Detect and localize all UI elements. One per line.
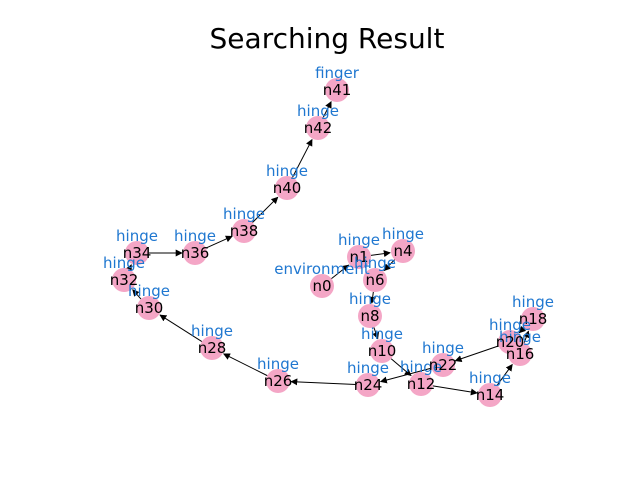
node-n30 (137, 296, 161, 320)
node-n10 (370, 339, 394, 363)
edge-n18-n20 (518, 325, 527, 334)
node-type-label: hinge (499, 328, 541, 346)
diagram-title: Searching Result (210, 22, 445, 55)
node-id-label: n36 (181, 244, 210, 262)
node-type-label: environment (274, 260, 370, 278)
node-type-label: hinge (422, 339, 464, 357)
edge-n38-n40 (252, 196, 279, 223)
edge-n0-n1 (331, 264, 350, 279)
node-n38 (232, 219, 256, 243)
node-n18 (521, 307, 545, 331)
edge-n30-n32 (132, 289, 142, 300)
node-n42 (306, 116, 330, 140)
node-id-label: n16 (506, 345, 535, 363)
node-id-label: n34 (123, 244, 152, 262)
node-id-label: n14 (476, 386, 505, 404)
edge-n1-n4 (370, 250, 391, 258)
node-n12 (409, 372, 433, 396)
edges-layer (125, 101, 530, 396)
node-type-label: hinge (489, 316, 531, 334)
nodes-layer (112, 78, 545, 407)
node-type-label: hinge (103, 254, 145, 272)
node-id-label: n32 (110, 271, 139, 289)
labels-layer: n0environmentn1hingen4hingen6hingen8hing… (103, 64, 554, 404)
node-id-label: n8 (360, 307, 379, 325)
edge-n36-n38 (205, 235, 233, 249)
node-type-label: hinge (174, 227, 216, 245)
node-n40 (275, 176, 299, 200)
edge-n42-n41 (322, 101, 332, 118)
node-id-label: n30 (135, 299, 164, 317)
node-id-label: n28 (198, 339, 227, 357)
node-id-label: n20 (496, 333, 525, 351)
node-type-label: hinge (400, 358, 442, 376)
edge-n10-n12 (390, 358, 412, 377)
edge-n4-n6 (383, 259, 396, 272)
edge-n24-n26 (290, 378, 357, 386)
node-type-label: hinge (266, 162, 308, 180)
node-type-label: hinge (354, 254, 396, 272)
node-n34 (125, 241, 149, 265)
edge-n6-n8 (369, 291, 377, 304)
node-type-label: hinge (297, 102, 339, 120)
edge-n28-n30 (159, 314, 203, 342)
node-n26 (266, 369, 290, 393)
node-n4 (391, 239, 415, 263)
node-type-label: hinge (116, 227, 158, 245)
node-id-label: n10 (368, 342, 397, 360)
node-type-label: hinge (257, 355, 299, 373)
edge-n14-n16 (496, 363, 513, 386)
node-type-label: hinge (512, 293, 554, 311)
node-id-label: n6 (365, 271, 384, 289)
edge-n20-n22 (454, 345, 499, 363)
node-n28 (200, 336, 224, 360)
node-n14 (478, 383, 502, 407)
node-id-label: n18 (519, 310, 548, 328)
node-id-label: n42 (304, 119, 333, 137)
node-type-label: hinge (349, 290, 391, 308)
node-id-label: n24 (354, 376, 383, 394)
node-n6 (363, 268, 387, 292)
node-type-label: hinge (361, 325, 403, 343)
node-n36 (183, 241, 207, 265)
node-id-label: n38 (230, 222, 259, 240)
edge-n16-n18 (522, 330, 530, 343)
node-n32 (112, 268, 136, 292)
node-type-label: hinge (469, 369, 511, 387)
node-type-label: hinge (382, 225, 424, 243)
node-type-label: hinge (338, 231, 380, 249)
edge-n40-n42 (292, 138, 313, 178)
node-type-label: hinge (223, 205, 265, 223)
node-n24 (356, 373, 380, 397)
edge-n32-n34 (125, 264, 132, 272)
edge-n22-n24 (379, 367, 432, 384)
node-id-label: n26 (264, 372, 293, 390)
edge-n26-n28 (223, 353, 268, 377)
node-type-label: hinge (128, 282, 170, 300)
node-n20 (498, 330, 522, 354)
node-id-label: n12 (407, 375, 436, 393)
node-n8 (358, 304, 382, 328)
node-id-label: n1 (349, 248, 368, 266)
node-id-label: n22 (429, 356, 458, 374)
node-id-label: n40 (273, 179, 302, 197)
node-id-label: n0 (312, 277, 331, 295)
node-n22 (431, 353, 455, 377)
node-type-label: hinge (191, 322, 233, 340)
node-n41 (325, 78, 349, 102)
node-id-label: n4 (393, 242, 412, 260)
edge-n12-n14 (432, 385, 478, 396)
node-n1 (347, 245, 371, 269)
node-type-label: finger (315, 64, 360, 82)
node-id-label: n41 (323, 81, 352, 99)
node-n0 (310, 274, 334, 298)
edge-n8-n10 (372, 327, 380, 340)
node-type-label: hinge (347, 359, 389, 377)
